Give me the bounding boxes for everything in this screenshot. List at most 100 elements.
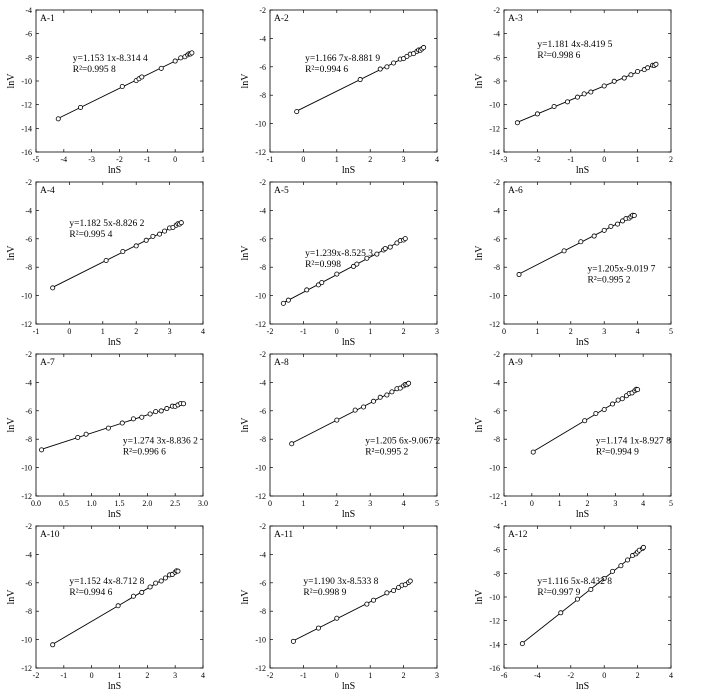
data-point	[620, 218, 626, 224]
x-tick-label: 0.5	[59, 499, 69, 508]
y-tick-label: -8	[25, 263, 32, 272]
r-squared: R²=0.997 9	[537, 588, 580, 598]
x-axis-label: lnS	[576, 509, 589, 520]
data-point	[625, 557, 631, 563]
x-tick-label: -5	[33, 155, 40, 164]
panel-a-6: 0 1 2 3 4 5 -12 -10 -8 -6 -4 -2 lnS lnV A-6 y=1.205x-9.…	[474, 178, 673, 348]
y-tick-label: -2	[25, 522, 32, 531]
y-tick-label: -8	[259, 607, 266, 616]
y-tick-label: -2	[493, 178, 500, 187]
fit-equation: y=1.153 1x-8.314 4	[73, 54, 148, 64]
data-point	[574, 94, 580, 100]
data-point	[147, 411, 153, 417]
panel-id: A-4	[40, 186, 55, 196]
fit-line	[522, 547, 644, 644]
y-tick-label: -2	[259, 350, 266, 359]
data-point	[394, 240, 400, 246]
plot-frame	[269, 181, 438, 325]
data-point	[357, 77, 363, 83]
x-axis-label: lnS	[342, 337, 355, 348]
x-tick-label: -3	[501, 155, 508, 164]
y-tick-label: -6	[493, 235, 500, 244]
y-tick-label: -10	[255, 464, 266, 473]
x-tick-label: 1	[368, 327, 372, 336]
x-axis-label: lnS	[108, 681, 121, 692]
y-tick-label: -10	[489, 464, 500, 473]
x-axis-label: lnS	[576, 681, 589, 692]
data-point	[120, 248, 126, 254]
data-point	[158, 578, 164, 584]
r-squared: R²=0.995 2	[588, 275, 631, 285]
panel-id: A-10	[40, 530, 60, 540]
plot-frame	[503, 525, 672, 669]
data-point	[334, 615, 340, 621]
data-point	[139, 589, 145, 595]
data-point	[411, 51, 417, 57]
fit-equation: y=1.190 3x-8.533 8	[303, 577, 378, 587]
y-tick-label: -12	[489, 617, 500, 626]
x-tick-label: 3	[435, 671, 439, 680]
fit-equation: y=1.239x-8.525 3	[305, 249, 373, 259]
y-tick-label: -4	[25, 378, 32, 387]
x-tick-label: 1	[368, 671, 372, 680]
plot-frame	[269, 9, 438, 153]
data-point	[618, 563, 624, 569]
data-point	[75, 435, 81, 441]
x-axis-label: lnS	[342, 165, 355, 176]
plot-frame	[35, 181, 204, 325]
y-axis-label: lnV	[474, 417, 485, 433]
data-point	[384, 64, 390, 70]
x-tick-label: -2	[33, 671, 40, 680]
fit-equation: y=1.174 1x-8.927 8	[596, 436, 671, 446]
y-tick-label: -2	[259, 522, 266, 531]
panel-id: A-6	[508, 186, 523, 196]
y-tick-label: -2	[25, 350, 32, 359]
data-point	[350, 263, 356, 269]
panel-a-5: -2 -1 0 1 2 3-12-10-8-6-4-2lnSlnVA-5y=1.239x-…	[240, 178, 439, 348]
x-tick-label: 5	[669, 327, 673, 336]
data-point	[139, 414, 145, 420]
y-tick-label: -12	[255, 148, 266, 157]
data-point	[610, 568, 616, 574]
y-tick-label: -8	[259, 263, 266, 272]
data-point	[421, 45, 427, 51]
data-point	[391, 60, 397, 66]
x-tick-label: 1	[301, 499, 305, 508]
x-tick-label: 2	[402, 671, 406, 680]
fit-line	[291, 382, 409, 444]
data-point	[621, 75, 627, 81]
r-squared: R²=0.998 9	[303, 588, 346, 598]
fit-equation: y=1.205x-9.019 7	[588, 264, 656, 274]
y-tick-label: -4	[259, 206, 266, 215]
fit-equation: y=1.181 4x-8.419 5	[537, 40, 612, 50]
x-tick-label: 0	[602, 155, 606, 164]
y-axis-label: lnV	[240, 589, 251, 605]
data-point	[514, 120, 520, 126]
x-tick-label: 5	[435, 499, 439, 508]
plot-frame	[35, 353, 204, 497]
data-point	[354, 261, 360, 267]
y-axis-label: lnV	[240, 245, 251, 261]
x-tick-label: 4	[435, 155, 439, 164]
y-axis-label: lnV	[240, 417, 251, 433]
data-point	[377, 66, 383, 72]
r-squared: R²=0.996 6	[123, 447, 166, 457]
data-point	[601, 83, 607, 89]
panel-a-11: -2 -1 0 1 2 3-12-10-8-6-4-2lnSlnVA-11y=1.190 …	[240, 522, 439, 692]
x-axis-label: lnS	[108, 165, 121, 176]
y-tick-label: -6	[259, 579, 266, 588]
x-tick-label: 0	[301, 155, 305, 164]
data-point	[402, 236, 408, 242]
data-point	[164, 406, 170, 412]
data-point	[551, 103, 557, 109]
y-tick-label: -8	[493, 569, 500, 578]
x-tick-label: -6	[501, 671, 508, 680]
data-point	[374, 251, 380, 257]
data-point	[50, 285, 56, 291]
data-point	[55, 116, 61, 122]
data-point	[635, 69, 641, 75]
y-tick-label: -6	[25, 235, 32, 244]
x-tick-label: 2	[145, 671, 149, 680]
